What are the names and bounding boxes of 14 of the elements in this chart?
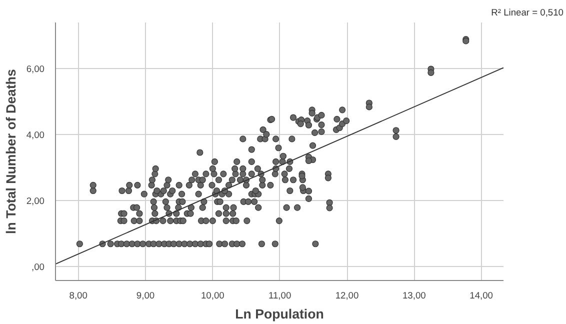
x-tick-label: 11,00 bbox=[268, 290, 292, 300]
x-axis-title: Ln Population bbox=[235, 306, 324, 322]
x-tick-label: 8,00 bbox=[69, 290, 88, 300]
y-axis-title: ln Total Number of Deaths bbox=[3, 69, 18, 234]
x-tick-label: 9,00 bbox=[136, 290, 155, 300]
x-tick-label: 10,00 bbox=[201, 290, 224, 300]
text: R² Linear = 0,510 bbox=[491, 8, 564, 18]
y-tick-label: 6,00 bbox=[26, 64, 44, 74]
y-tick-label: 4,00 bbox=[26, 130, 44, 140]
x-tick-label: 14,00 bbox=[470, 290, 494, 300]
y-tick-label: 2,00 bbox=[26, 196, 44, 206]
y-tick-label: ,00 bbox=[32, 262, 44, 272]
x-tick-label: 12,00 bbox=[335, 290, 359, 300]
x-tick-label: 13,00 bbox=[402, 290, 426, 300]
